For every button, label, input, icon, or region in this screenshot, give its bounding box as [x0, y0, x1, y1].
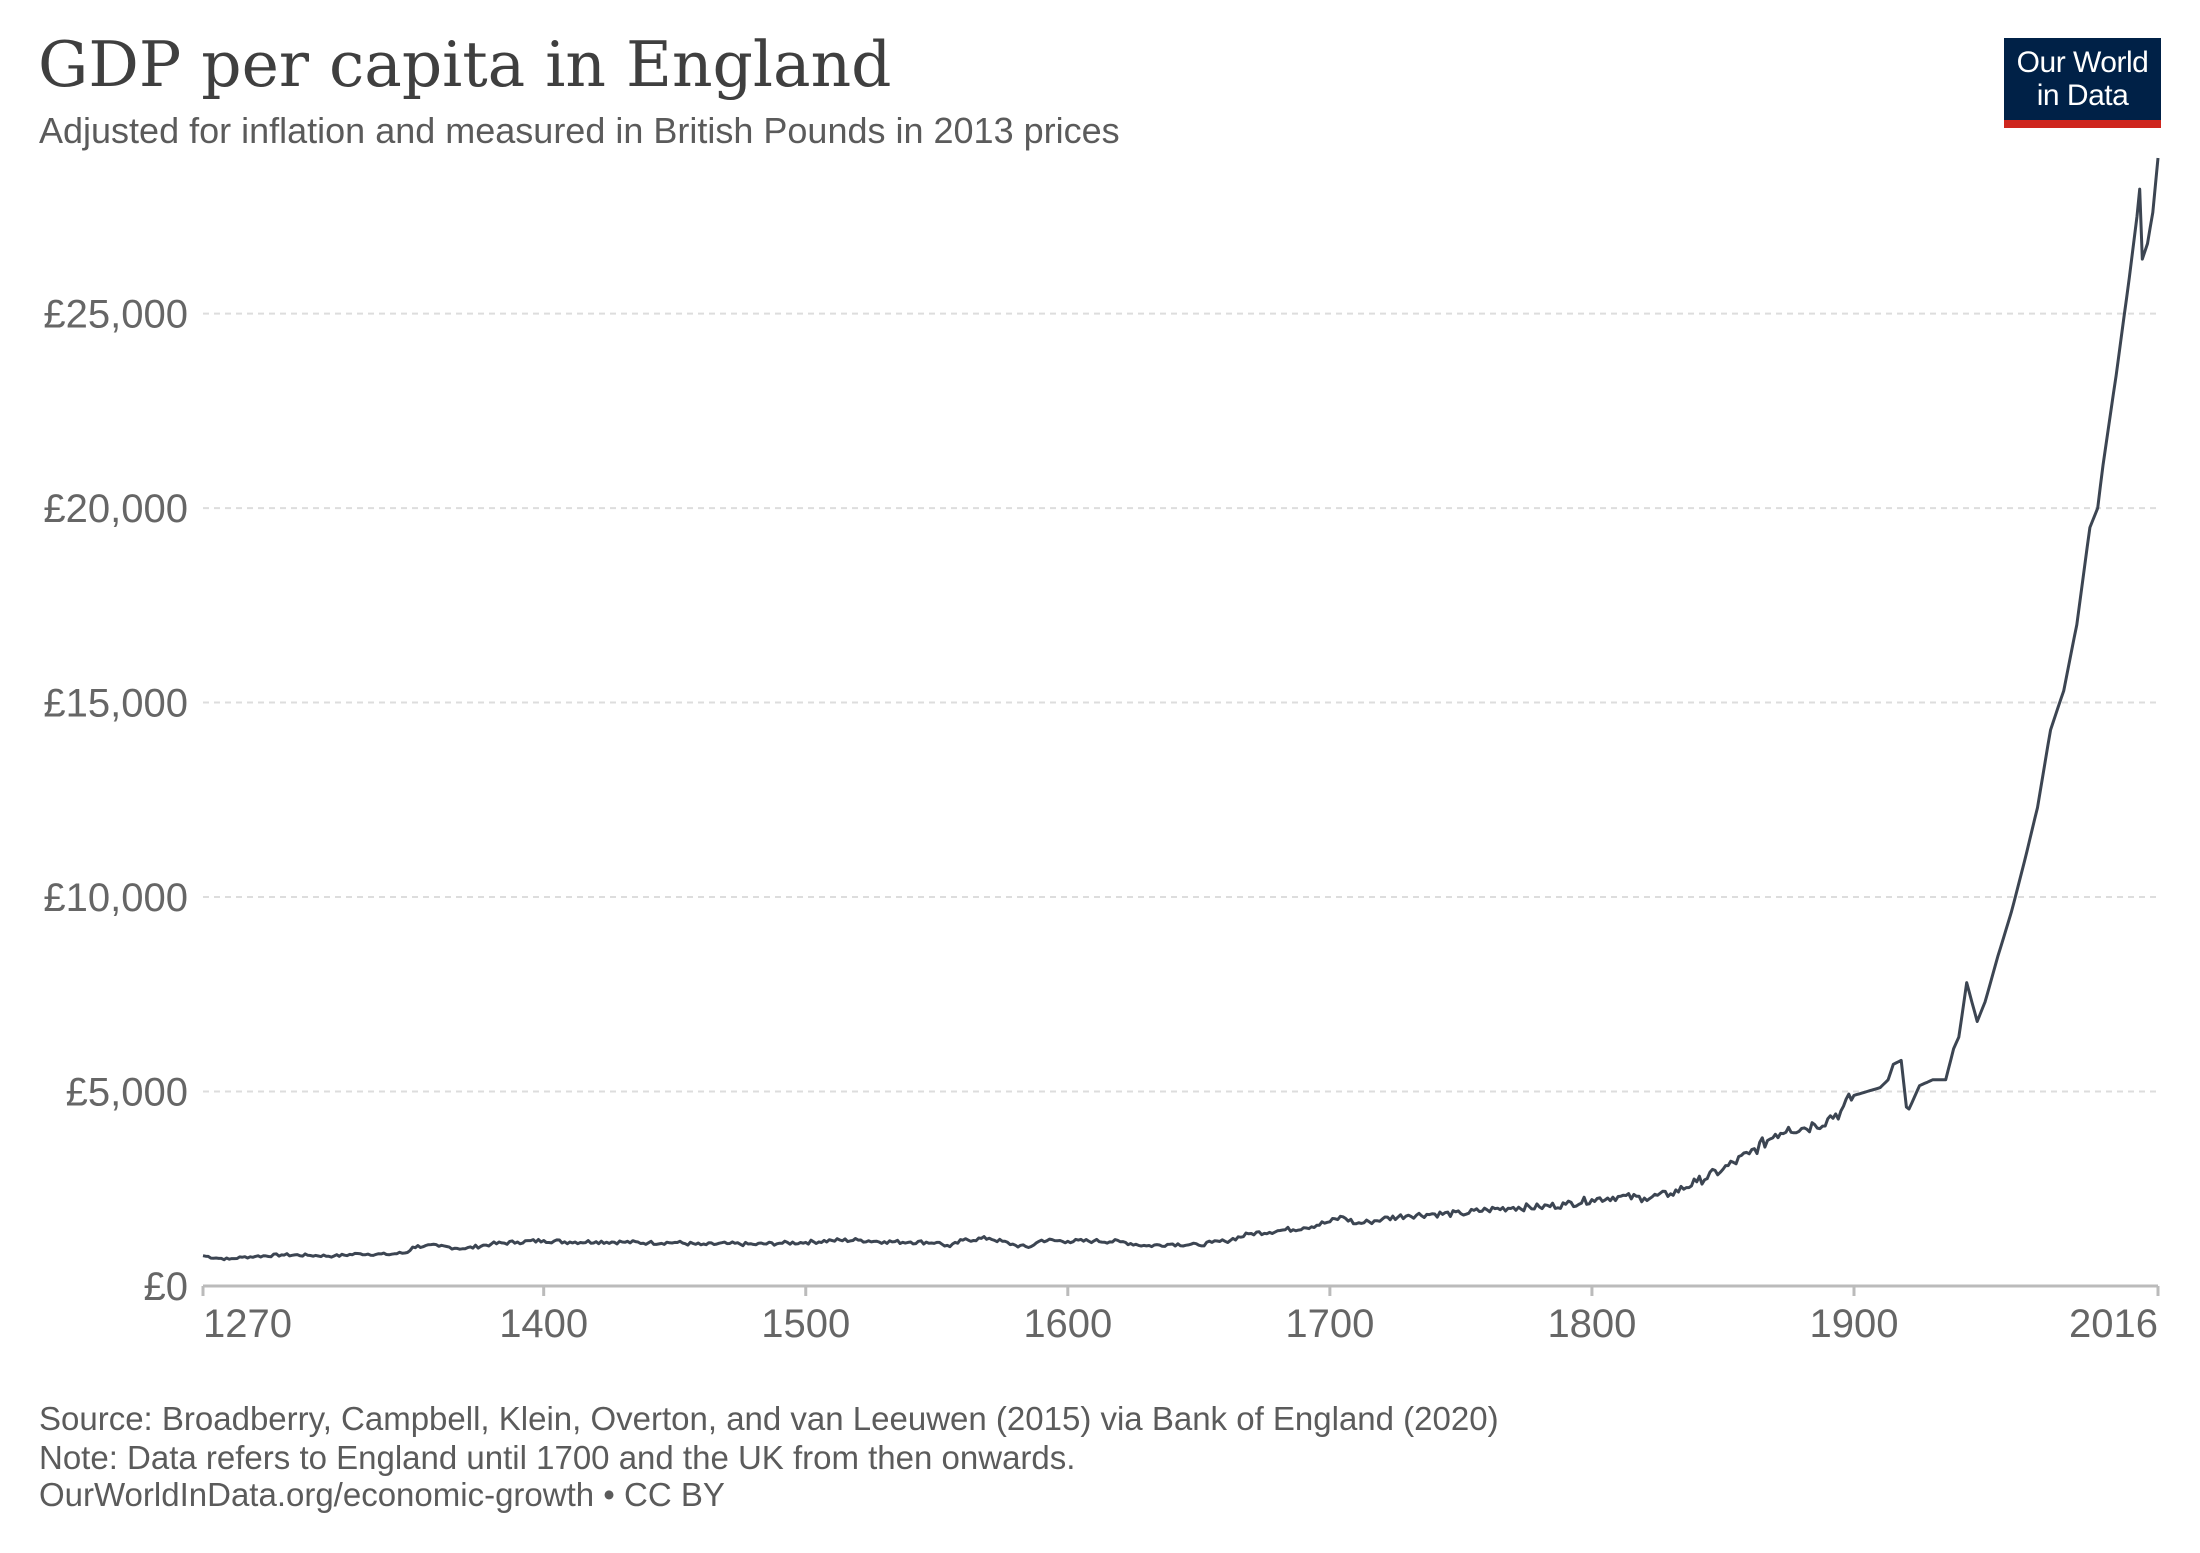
- chart-subtitle: Adjusted for inflation and measured in B…: [39, 110, 1120, 151]
- axes: £0 £5,000 £10,000 £15,000 £20,000 £25,000 1270…: [43, 293, 2160, 1346]
- source-note: Source: Broadberry, Campbell, Klein, Ove…: [39, 1400, 1499, 1437]
- x-tick-label: 1500: [761, 1302, 850, 1346]
- x-tick-label: 1600: [1023, 1302, 1112, 1346]
- y-tick-label: £20,000: [43, 487, 188, 531]
- logo-accent-bar: [2004, 120, 2161, 128]
- series-line-gdp-per-capita[interactable]: [202, 157, 2160, 1262]
- series-group: [202, 157, 2160, 1262]
- chart-title: GDP per capita in England: [38, 28, 892, 101]
- logo-line-2: in Data: [2036, 79, 2129, 112]
- source-link[interactable]: OurWorldInData.org/economic-growth • CC …: [39, 1476, 725, 1513]
- x-tick-label: 1270: [203, 1302, 292, 1346]
- x-tick-label: 1400: [499, 1302, 588, 1346]
- gridlines: [203, 312, 2158, 1093]
- owid-logo[interactable]: Our World in Data: [2004, 38, 2161, 128]
- logo-line-1: Our World: [2016, 46, 2149, 79]
- x-tick-label: 1700: [1285, 1302, 1374, 1346]
- y-tick-label: £10,000: [43, 876, 188, 920]
- y-tick-label: £15,000: [43, 682, 188, 726]
- y-tick-label: £0: [144, 1265, 189, 1309]
- x-tick-label: 2016: [2069, 1302, 2158, 1346]
- x-tick-label: 1800: [1547, 1302, 1636, 1346]
- data-note: Note: Data refers to England until 1700 …: [39, 1439, 1076, 1476]
- y-tick-label: £25,000: [43, 293, 188, 337]
- x-tick-label: 1900: [1810, 1302, 1899, 1346]
- y-tick-label: £5,000: [66, 1071, 188, 1115]
